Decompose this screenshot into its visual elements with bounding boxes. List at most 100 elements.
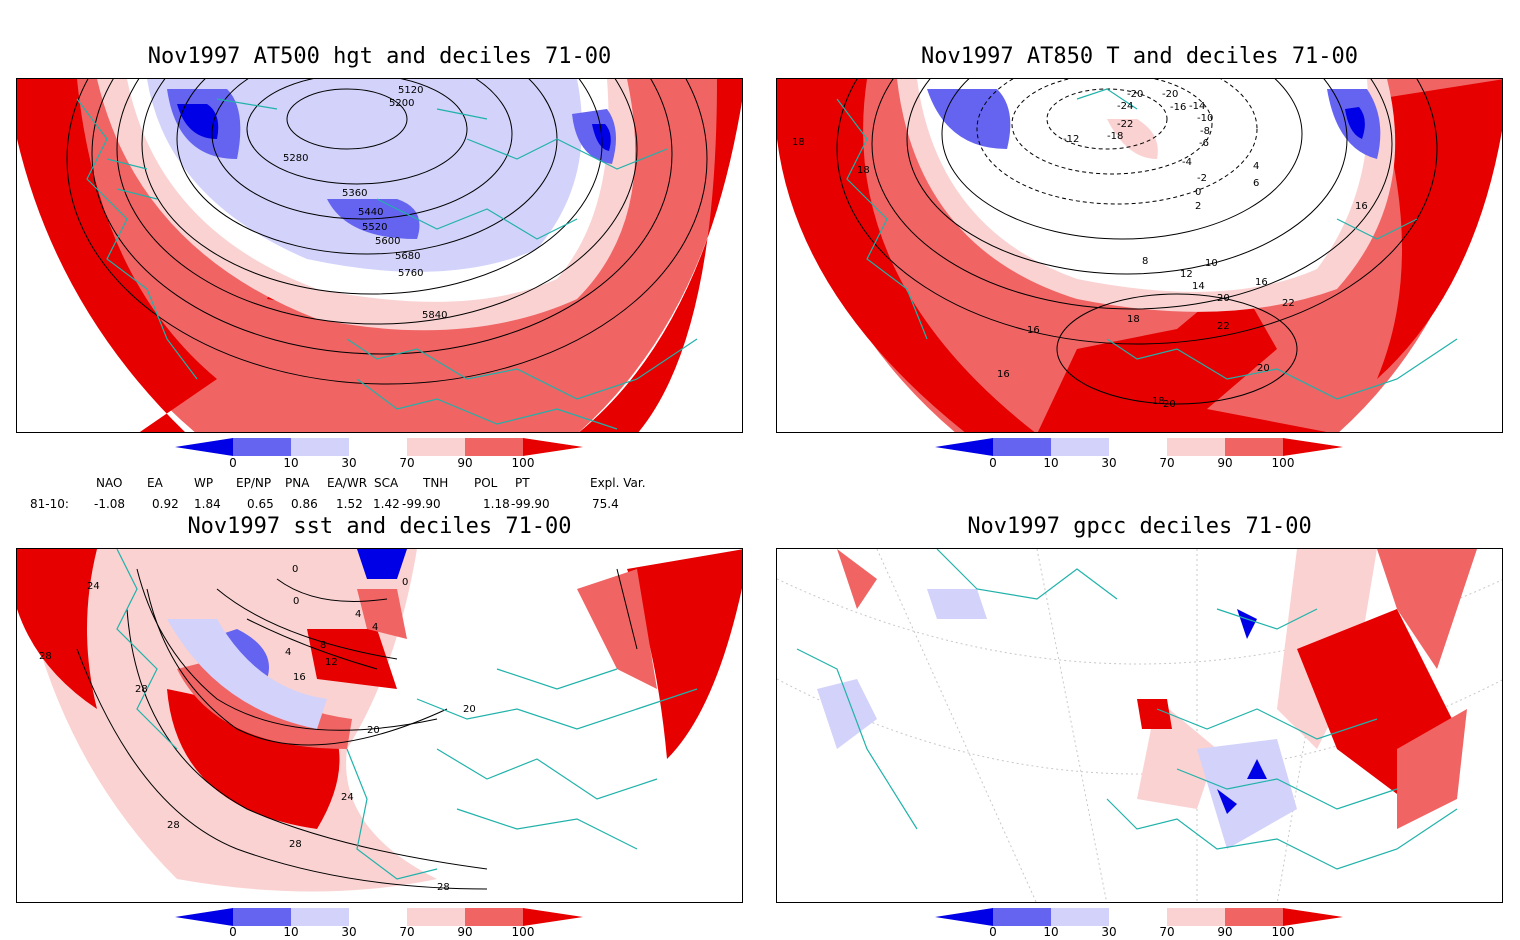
colorbar-tick: 90 — [1217, 925, 1233, 939]
contour-label: 16 — [997, 369, 1010, 380]
colorbar-2-svg — [935, 438, 1343, 456]
contour-label: 4 — [372, 622, 378, 633]
index-value: 1.52 — [336, 497, 363, 511]
contour-label: 4 — [285, 647, 291, 658]
index-value: 0.86 — [291, 497, 318, 511]
contour-label: 16 — [293, 672, 306, 683]
index-value: 0.92 — [152, 497, 179, 511]
colorbar-tick: 100 — [511, 456, 535, 470]
contour-label: -6 — [1199, 138, 1209, 149]
index-value: 1.84 — [194, 497, 221, 511]
index-value: 1.42 — [373, 497, 400, 511]
contour-label: 6 — [1253, 178, 1259, 189]
index-row-label: 81-10: — [30, 497, 69, 511]
colorbar-tick: 30 — [341, 925, 357, 939]
colorbar-tick: 70 — [1159, 925, 1175, 939]
index-header: WP — [194, 476, 214, 490]
index-header: EP/NP — [236, 476, 272, 490]
contour-label: 28 — [167, 820, 180, 831]
contour-label: 5520 — [362, 222, 387, 233]
contour-label: 16 — [1355, 201, 1368, 212]
contour-label: 28 — [437, 882, 450, 893]
index-header: PT — [515, 476, 530, 490]
index-header: EA/WR — [327, 476, 368, 490]
colorbar-tick: 70 — [399, 456, 415, 470]
contour-label: 18 — [1127, 314, 1140, 325]
contour-label: 18 — [857, 165, 870, 176]
index-header: Expl. Var. — [590, 476, 646, 490]
colorbar-tick: 90 — [457, 925, 473, 939]
map-at850-svg: -20 -20 -24 -22 -18 -16 -14 -12 -10 -8 -… — [777, 79, 1502, 432]
contour-label: -8 — [1200, 126, 1210, 137]
contour-label: 22 — [1217, 321, 1230, 332]
panel-title-3: Nov1997 sst and deciles 71-00 — [187, 514, 572, 539]
index-header: SCA — [374, 476, 399, 490]
contour-label: 0 — [402, 577, 408, 588]
colorbar-tick: 70 — [399, 925, 415, 939]
index-value: -1.08 — [94, 497, 126, 511]
colorbar-tick: 70 — [1159, 456, 1175, 470]
contour-label: 0 — [293, 596, 299, 607]
colorbar-tick: 10 — [283, 925, 299, 939]
index-value: -99.90 — [402, 497, 441, 511]
colorbar-tick: 100 — [1271, 456, 1295, 470]
contour-label: 5760 — [398, 268, 423, 279]
map-at500-svg: 5120 5200 5280 5360 5440 5520 5600 5680 … — [17, 79, 742, 432]
contour-label: 5680 — [395, 251, 420, 262]
map-gpcc-svg — [777, 549, 1502, 902]
map-panel-sst: 0 0 0 4 4 4 8 12 16 20 20 24 24 28 28 28… — [16, 548, 743, 903]
index-header: NAO — [96, 476, 123, 490]
contour-label: 12 — [325, 657, 338, 668]
contour-label: 2 — [1195, 201, 1201, 212]
colorbar-tick: 90 — [457, 456, 473, 470]
colorbar-tick: 10 — [283, 456, 299, 470]
contour-label: 4 — [355, 609, 361, 620]
panel-title-2: Nov1997 AT850 T and deciles 71-00 — [920, 44, 1359, 69]
contour-label: 22 — [1282, 298, 1295, 309]
contour-label: 18 — [1152, 396, 1165, 407]
contour-label: 5840 — [422, 310, 447, 321]
contour-label: 18 — [792, 137, 805, 148]
contour-label: -4 — [1182, 157, 1192, 168]
colorbar-1-svg — [175, 438, 583, 456]
colorbar-1: 0 10 30 70 90 100 — [175, 438, 585, 478]
index-value: 1.18 — [483, 497, 510, 511]
map-sst-svg: 0 0 0 4 4 4 8 12 16 20 20 24 24 28 28 28… — [17, 549, 742, 893]
index-value: 75.4 — [592, 497, 619, 511]
contour-label: -10 — [1197, 113, 1213, 124]
index-header: POL — [474, 476, 498, 490]
contour-label: 20 — [367, 725, 380, 736]
contour-label: -24 — [1117, 101, 1133, 112]
panel-title-4: Nov1997 gpcc deciles 71-00 — [967, 514, 1312, 539]
contour-label: -16 — [1170, 102, 1186, 113]
index-value: -99.90 — [511, 497, 550, 511]
contour-label: -14 — [1189, 101, 1205, 112]
colorbar-tick: 30 — [1101, 925, 1117, 939]
contour-label: 0 — [1195, 187, 1201, 198]
colorbar-3: 0 10 30 70 90 100 — [175, 908, 585, 940]
colorbar-4: 0 10 30 70 90 100 — [935, 908, 1345, 940]
colorbar-tick: 10 — [1043, 925, 1059, 939]
contour-label: 20 — [1257, 363, 1270, 374]
contour-label: 28 — [289, 839, 302, 850]
contour-label: 5200 — [389, 98, 414, 109]
contour-label: 28 — [135, 684, 148, 695]
contour-label: 8 — [1142, 256, 1148, 267]
contour-label: 4 — [1253, 161, 1259, 172]
colorbar-tick: 90 — [1217, 456, 1233, 470]
panel-title-1: Nov1997 AT500 hgt and deciles 71-00 — [147, 44, 612, 69]
contour-label: 5600 — [375, 236, 400, 247]
colorbar-4-svg — [935, 908, 1343, 926]
colorbar-tick: 10 — [1043, 456, 1059, 470]
colorbar-2: 0 10 30 70 90 100 — [935, 438, 1345, 478]
contour-label: -20 — [1127, 89, 1143, 100]
contour-label: 0 — [292, 564, 298, 575]
index-value: 0.65 — [247, 497, 274, 511]
colorbar-tick: 0 — [229, 456, 237, 470]
contour-label: 5280 — [283, 153, 308, 164]
colorbar-tick: 30 — [1101, 456, 1117, 470]
contour-label: 8 — [320, 640, 326, 651]
contour-label: 16 — [1027, 325, 1040, 336]
contour-label: -18 — [1107, 131, 1123, 142]
contour-label: 16 — [1255, 277, 1268, 288]
